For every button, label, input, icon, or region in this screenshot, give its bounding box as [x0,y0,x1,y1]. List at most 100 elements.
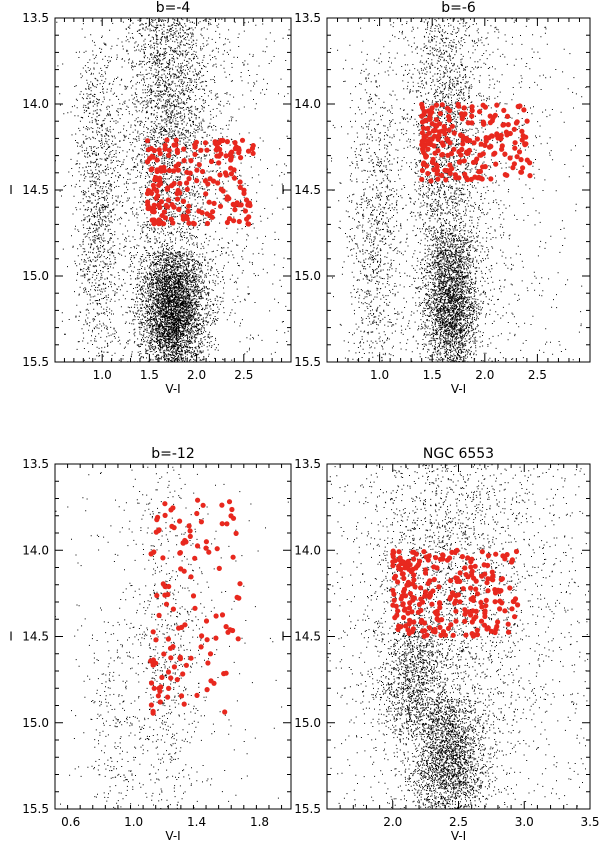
y-axis-label: I [281,183,285,197]
red-clump-star [410,549,416,555]
red-clump-star [202,178,208,184]
red-clump-star [173,137,179,143]
field-stars-1 [383,697,516,809]
red-clump-star [457,158,463,165]
field-stars-1 [391,225,495,362]
red-clump-star [440,552,446,558]
x-tick-label: 2.5 [449,815,468,829]
red-clump-star [505,122,511,128]
red-clump-star [513,120,520,126]
red-clump-star [196,208,202,214]
red-clump-star [393,603,399,609]
red-clump-star [402,593,409,599]
red-clump-star [206,199,212,205]
red-clump-star [390,563,396,569]
panel-title: NGC 6553 [423,446,494,462]
red-clump-star [436,132,442,138]
x-tick-label: 1.8 [250,815,269,829]
red-clump-star [231,218,237,224]
red-clump-star [181,701,187,707]
red-clump-star [426,594,432,600]
red-clump-star [423,592,429,598]
red-clump-star [168,655,174,661]
red-clump-star [502,556,508,562]
red-clump-star [472,159,478,165]
red-clump-star [422,143,428,149]
red-clump-star [472,632,478,638]
red-clump-star [208,678,214,684]
red-clump-star [490,577,496,583]
red-clump-star [470,608,476,614]
red-clump-star [418,585,424,591]
red-clump-star [188,574,194,580]
panel-title: b=-4 [156,0,191,16]
red-clump-star [188,655,194,661]
red-clump-star [223,153,229,159]
red-clump-star [501,107,507,113]
red-clump-star [246,214,252,220]
red-clump-star [523,134,529,140]
red-clump-star [502,172,508,178]
red-clump-star [224,195,230,201]
red-clump-star [480,102,486,108]
red-clump-star [156,178,163,184]
red-clump-star [465,555,471,561]
plot-area [55,18,291,362]
red-clump-star [523,141,529,147]
red-clump-star [444,557,451,563]
red-clump-star [162,501,168,507]
red-clump-star [198,519,204,525]
red-clump-star [438,632,444,639]
red-clump-star [156,221,162,227]
red-clump-star [144,138,151,144]
red-clump-star [434,168,441,174]
red-clump-star [439,152,445,158]
red-clump-star [151,685,157,691]
red-clump-star [176,625,182,631]
red-clump-star [180,198,187,204]
red-clump-star [145,147,151,153]
red-clump-star [194,510,200,517]
red-clump-star [527,160,533,166]
red-clump-star [499,146,505,152]
red-clump-star [449,590,456,596]
red-clump-star [200,502,206,508]
red-clump-star [155,693,161,699]
red-clump-star [452,600,458,606]
red-clump-star [478,618,485,624]
x-tick-label: 1.0 [93,368,112,382]
red-clump-star [429,601,435,607]
red-clump-star [492,587,498,593]
red-clump-star [232,207,238,213]
red-clump-star [449,123,455,129]
red-clump-star [203,618,210,624]
y-tick-label: 15.0 [294,716,321,730]
red-clump-star [227,627,233,633]
red-clump-star [468,585,474,591]
x-tick-label: 3.0 [515,815,534,829]
red-clump-star [186,203,192,209]
red-clump-stars [148,497,243,716]
red-clump-star [178,693,185,699]
red-clump-star [199,168,206,175]
red-clump-star [439,140,445,146]
red-clump-stars [419,101,533,184]
red-clump-star [462,618,468,625]
red-clump-star [207,212,213,219]
red-clump-star [180,671,186,677]
red-clump-star [511,614,518,620]
red-clump-star [390,587,396,594]
red-clump-star [163,601,170,607]
plot-area [327,464,590,809]
red-clump-star [237,184,243,190]
red-clump-star [198,147,204,153]
x-tick-label: 2.5 [234,368,253,382]
red-clump-star [150,708,156,714]
red-clump-star [448,594,454,600]
red-clump-star [512,145,518,151]
red-clump-star [213,613,219,619]
red-clump-star [504,132,510,138]
red-clump-star [435,176,441,182]
red-clump-star [181,158,187,164]
red-clump-star [425,170,431,177]
